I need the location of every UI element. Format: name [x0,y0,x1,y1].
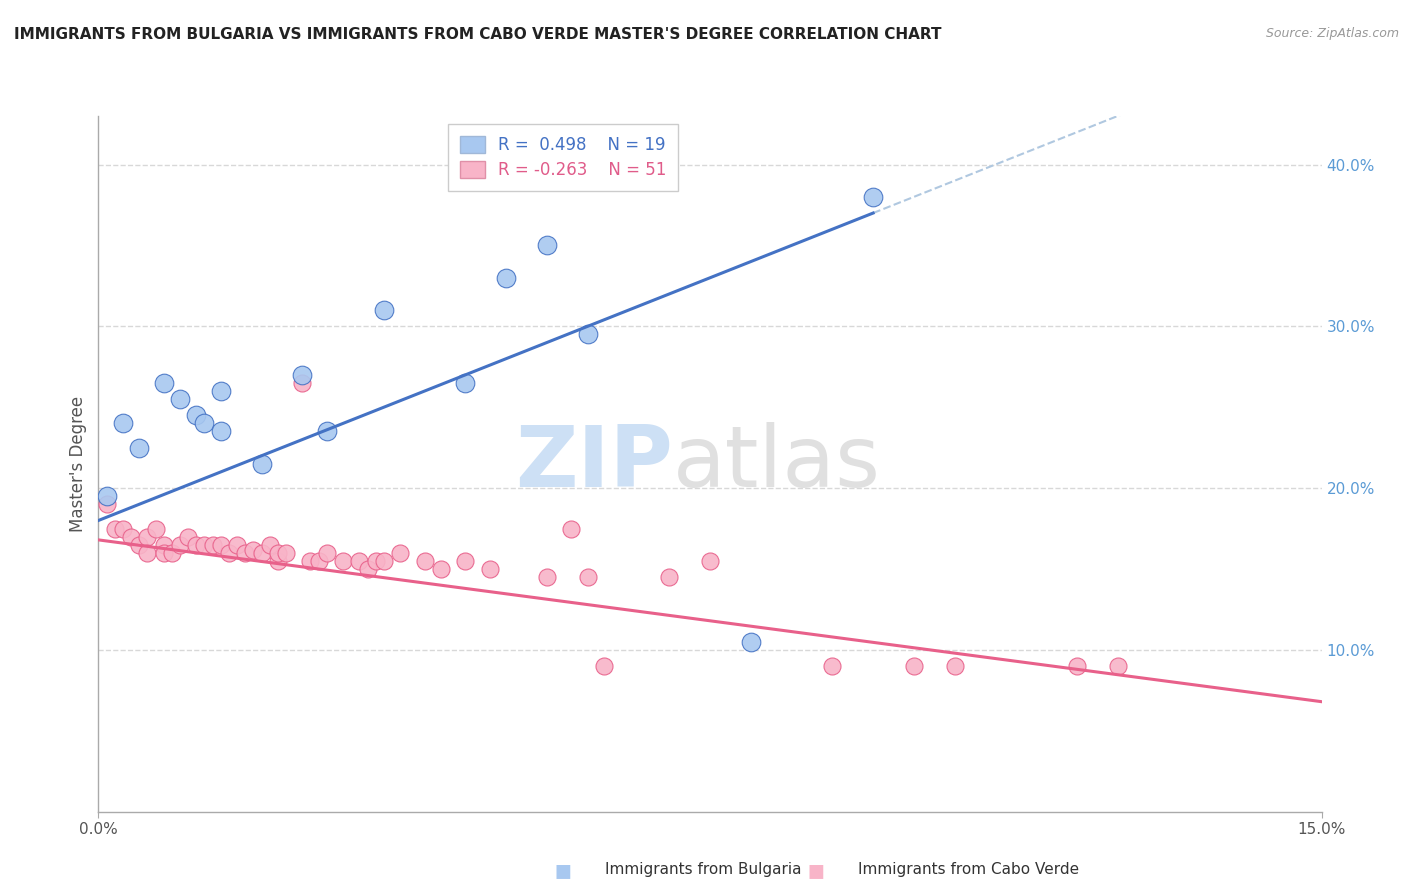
Text: ZIP: ZIP [516,422,673,506]
Text: Source: ZipAtlas.com: Source: ZipAtlas.com [1265,27,1399,40]
Point [1066,659,1088,673]
Point [152,376,174,390]
Point [226,538,249,552]
Point [136,530,159,544]
Point [233,546,256,560]
Point [145,522,167,536]
Point [862,190,884,204]
Text: IMMIGRANTS FROM BULGARIA VS IMMIGRANTS FROM CABO VERDE MASTER'S DEGREE CORRELATI: IMMIGRANTS FROM BULGARIA VS IMMIGRANTS F… [14,27,942,42]
Point [699,554,721,568]
Point [495,270,517,285]
Point [120,530,142,544]
Point [413,554,436,568]
Point [169,392,191,406]
Point [560,522,582,536]
Point [111,417,134,431]
Point [186,409,208,423]
Point [478,562,501,576]
Point [209,384,232,398]
Point [356,562,378,576]
Legend: R =  0.498    N = 19, R = -0.263    N = 51: R = 0.498 N = 19, R = -0.263 N = 51 [449,124,678,191]
Text: ▪: ▪ [806,855,825,884]
Point [209,538,232,552]
Point [373,303,395,318]
Text: Immigrants from Bulgaria: Immigrants from Bulgaria [605,863,801,877]
Point [308,554,330,568]
Point [250,546,273,560]
Point [209,425,232,439]
Point [576,327,599,342]
Point [96,489,118,503]
Point [349,554,371,568]
Point [299,554,322,568]
Point [128,441,150,455]
Point [389,546,412,560]
Text: Immigrants from Cabo Verde: Immigrants from Cabo Verde [858,863,1078,877]
Point [193,538,215,552]
Text: atlas: atlas [673,422,882,506]
Point [430,562,453,576]
Point [193,417,215,431]
Point [315,425,337,439]
Y-axis label: Master's Degree: Master's Degree [69,396,87,532]
Point [536,570,558,584]
Point [315,546,337,560]
Point [136,546,159,560]
Point [242,542,264,557]
Point [111,522,134,536]
Point [160,546,183,560]
Point [593,659,616,673]
Point [454,376,477,390]
Text: ▪: ▪ [553,855,572,884]
Point [96,497,118,511]
Point [291,376,314,390]
Point [128,538,150,552]
Point [291,368,314,382]
Point [104,522,127,536]
Point [943,659,966,673]
Point [536,238,558,252]
Point [201,538,224,552]
Point [821,659,844,673]
Point [658,570,681,584]
Point [332,554,354,568]
Point [267,554,290,568]
Point [267,546,290,560]
Point [576,570,599,584]
Point [259,538,281,552]
Point [152,546,174,560]
Point [274,546,297,560]
Point [1107,659,1129,673]
Point [177,530,200,544]
Point [373,554,395,568]
Point [218,546,240,560]
Point [454,554,477,568]
Point [740,635,762,649]
Point [152,538,174,552]
Point [169,538,191,552]
Point [250,457,273,471]
Point [364,554,387,568]
Point [903,659,925,673]
Point [186,538,208,552]
